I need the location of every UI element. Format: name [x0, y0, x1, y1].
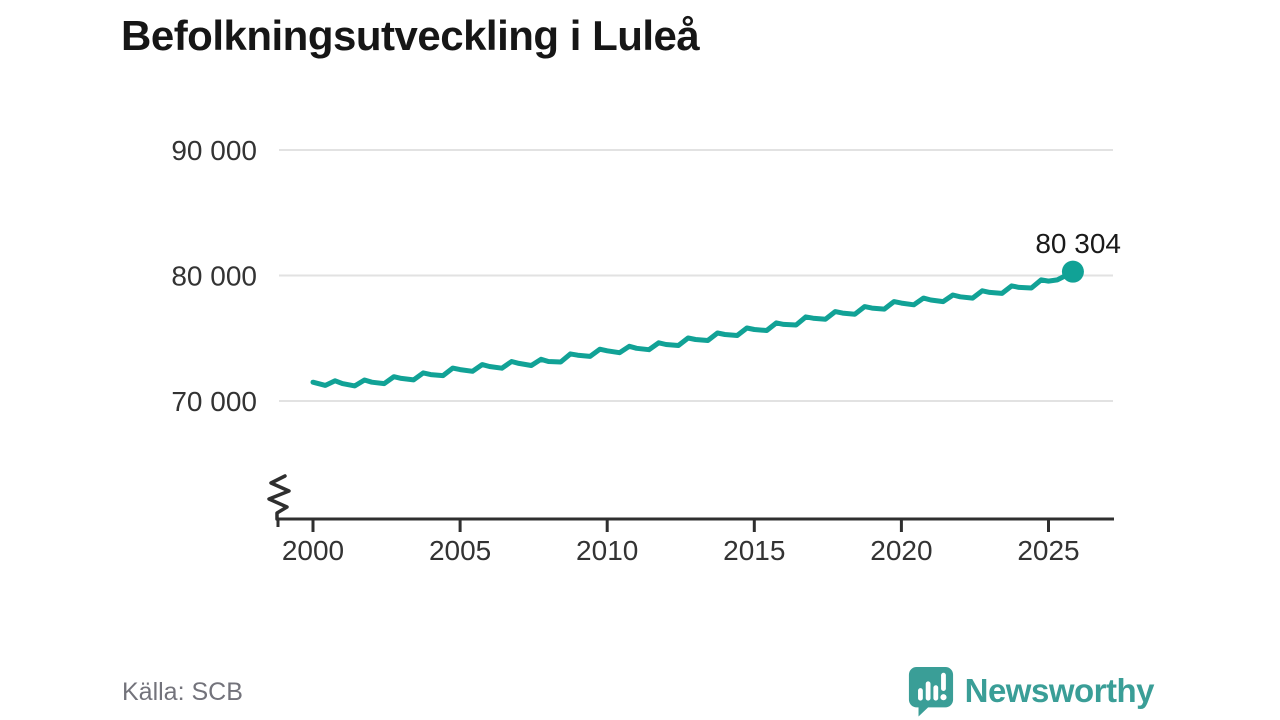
source-label: Källa: SCB: [122, 678, 243, 706]
x-tick-label: 2015: [723, 535, 785, 566]
newsworthy-logo: Newsworthy: [907, 664, 1155, 718]
x-tick-label: 2005: [429, 535, 491, 566]
x-tick-label: 2020: [870, 535, 932, 566]
x-tick-label: 2000: [282, 535, 344, 566]
y-tick-label: 90 000: [171, 135, 257, 166]
newsworthy-bubble-chart-icon: [908, 667, 953, 717]
population-line: [310, 269, 1076, 389]
axis-break-icon: [267, 474, 291, 521]
x-tick-label: 2025: [1017, 535, 1079, 566]
chart-title: Befolkningsutveckling i Luleå: [121, 12, 700, 59]
x-tick-label: 2010: [576, 535, 638, 566]
y-tick-label: 70 000: [171, 386, 257, 417]
y-tick-label: 80 000: [171, 261, 257, 292]
newsworthy-wordmark: Newsworthy: [964, 672, 1155, 709]
endpoint-label: 80 304: [1035, 228, 1121, 259]
endpoint-dot: [1061, 260, 1084, 283]
